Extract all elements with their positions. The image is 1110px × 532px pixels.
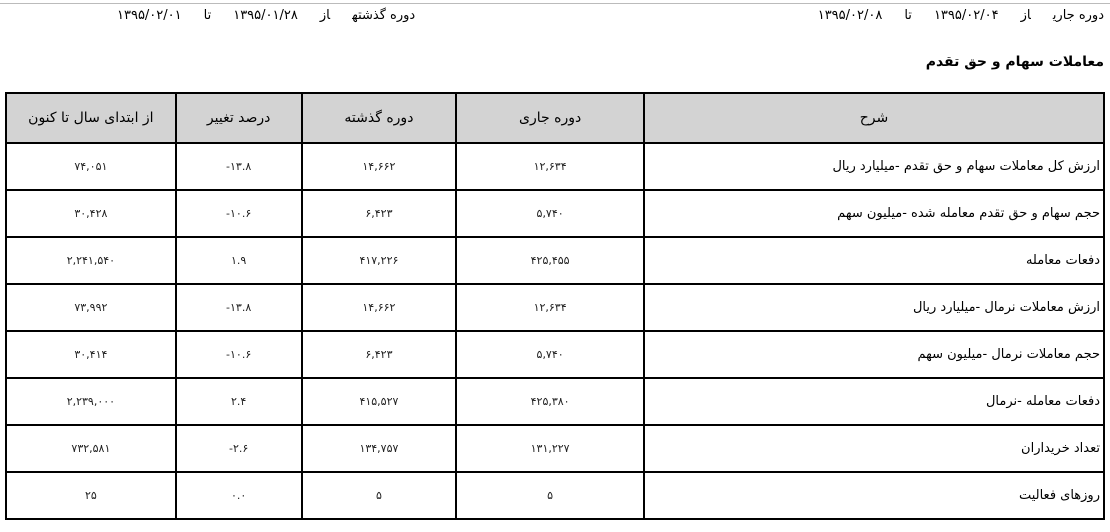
cell-value: ۲,۲۳۹,۰۰۰ bbox=[5, 377, 177, 426]
cell-value: -۱۳.۸ bbox=[174, 283, 303, 332]
table-row: دفعات معامله ۴۲۵,۴۵۵ ۴۱۷,۲۲۶ ۱.۹ ۲,۲۴۱,۵۴۰ bbox=[5, 236, 1106, 285]
cell-value: ۰.۰ bbox=[174, 471, 303, 520]
cell-value: ۱۴,۶۶۲ bbox=[300, 142, 458, 191]
row-description: دفعات معامله -نرمال bbox=[642, 377, 1106, 426]
row-description: حجم سهام و حق تقدم معامله شده -میلیون سه… bbox=[642, 189, 1106, 238]
table-row: روزهای فعالیت ۵ ۵ ۰.۰ ۲۵ bbox=[5, 471, 1106, 520]
column-header: شرح bbox=[642, 92, 1106, 144]
current-period: دوره جاری از ۱۳۹۵/۰۲/۰۴ تا ۱۳۹۵/۰۲/۰۸ bbox=[796, 8, 1104, 23]
cell-value: -۱۰.۶ bbox=[174, 189, 303, 238]
previous-from-date: ۱۳۹۵/۰۱/۲۸ bbox=[233, 8, 298, 23]
cell-value: ۱۴,۶۶۲ bbox=[300, 283, 458, 332]
cell-value: ۳۰,۴۱۴ bbox=[5, 330, 177, 379]
table-row: حجم معاملات نرمال -میلیون سهم ۵,۷۴۰ ۶,۴۲۳-… bbox=[5, 330, 1106, 379]
cell-value: ۷۳۲,۵۸۱ bbox=[5, 424, 177, 473]
cell-value: ۱۲,۶۳۴ bbox=[455, 142, 645, 191]
row-description: دفعات معامله bbox=[642, 236, 1106, 285]
cell-value: ۶,۴۲۳ bbox=[300, 330, 458, 379]
cell-value: -۱۰.۶ bbox=[174, 330, 303, 379]
previous-to-date: ۱۳۹۵/۰۲/۰۱ bbox=[117, 8, 182, 23]
table-row: دفعات معامله -نرمال ۴۲۵,۳۸۰ ۴۱۵,۵۲۷ ۲.۴ ۲,۲۳… bbox=[5, 377, 1106, 426]
cell-value: ۲۵ bbox=[5, 471, 177, 520]
current-to-date: ۱۳۹۵/۰۲/۰۸ bbox=[817, 8, 883, 23]
cell-value: ۶,۴۲۳ bbox=[300, 189, 458, 238]
cell-value: ۵ bbox=[455, 471, 645, 520]
row-description: ارزش کل معاملات سهام و حق تقدم -میلیارد … bbox=[642, 142, 1106, 191]
column-header: از ابتدای سال تا کنون bbox=[5, 92, 177, 144]
trades-table: شرح دوره جاری دوره گذشته درصد تغییر از ابتدا… bbox=[5, 92, 1106, 520]
cell-value: ۷۳,۹۹۲ bbox=[5, 283, 177, 332]
to-label: تا bbox=[203, 8, 212, 23]
top-divider bbox=[0, 3, 1110, 4]
cell-value: ۵,۷۴۰ bbox=[455, 189, 645, 238]
column-header: درصد تغییر bbox=[174, 92, 303, 144]
cell-value: ۵ bbox=[300, 471, 458, 520]
cell-value: ۴۲۵,۳۸۰ bbox=[455, 377, 645, 426]
cell-value: ۳۰,۴۲۸ bbox=[5, 189, 177, 238]
previous-period: دوره گذشته از ۱۳۹۵/۰۱/۲۸ تا ۱۳۹۵/۰۲/۰۱ bbox=[95, 8, 415, 23]
section-title: معاملات سهام و حق تقدم bbox=[925, 54, 1104, 70]
cell-value: ۷۴,۰۵۱ bbox=[5, 142, 177, 191]
column-header: دوره جاری bbox=[455, 92, 645, 144]
row-description: روزهای فعالیت bbox=[642, 471, 1106, 520]
current-from-date: ۱۳۹۵/۰۲/۰۴ bbox=[933, 8, 999, 23]
table-row: تعداد خریداران ۱۳۱,۲۲۷ ۱۳۴,۷۵۷ -۲.۶ ۷۳۲,۵۸۱ bbox=[5, 424, 1106, 473]
cell-value: ۴۱۵,۵۲۷ bbox=[300, 377, 458, 426]
cell-value: ۱۳۱,۲۲۷ bbox=[455, 424, 645, 473]
from-label: از bbox=[319, 8, 331, 23]
cell-value: ۱۲,۶۳۴ bbox=[455, 283, 645, 332]
cell-value: -۱۳.۸ bbox=[174, 142, 303, 191]
cell-value: ۲,۲۴۱,۵۴۰ bbox=[5, 236, 177, 285]
row-description: ارزش معاملات نرمال -میلیارد ریال bbox=[642, 283, 1106, 332]
to-label: تا bbox=[904, 8, 912, 23]
header-row: شرح دوره جاری دوره گذشته درصد تغییر از ابتدا… bbox=[5, 92, 1106, 144]
current-period-label: دوره جاری bbox=[1052, 8, 1104, 23]
previous-period-label: دوره گذشته bbox=[352, 8, 416, 23]
table-row: ارزش معاملات نرمال -میلیارد ریال ۱۲,۶۳۴ ۱۴… bbox=[5, 283, 1106, 332]
column-header: دوره گذشته bbox=[300, 92, 458, 144]
cell-value: ۴۲۵,۴۵۵ bbox=[455, 236, 645, 285]
cell-value: ۵,۷۴۰ bbox=[455, 330, 645, 379]
table-row: ارزش کل معاملات سهام و حق تقدم -میلیارد … bbox=[5, 142, 1106, 191]
cell-value: ۲.۴ bbox=[174, 377, 303, 426]
cell-value: -۲.۶ bbox=[174, 424, 303, 473]
cell-value: ۱.۹ bbox=[174, 236, 303, 285]
row-description: تعداد خریداران bbox=[642, 424, 1106, 473]
cell-value: ۱۳۴,۷۵۷ bbox=[300, 424, 458, 473]
row-description: حجم معاملات نرمال -میلیون سهم bbox=[642, 330, 1106, 379]
table-row: حجم سهام و حق تقدم معامله شده -میلیون سه… bbox=[5, 189, 1106, 238]
from-label: از bbox=[1020, 8, 1031, 23]
cell-value: ۴۱۷,۲۲۶ bbox=[300, 236, 458, 285]
